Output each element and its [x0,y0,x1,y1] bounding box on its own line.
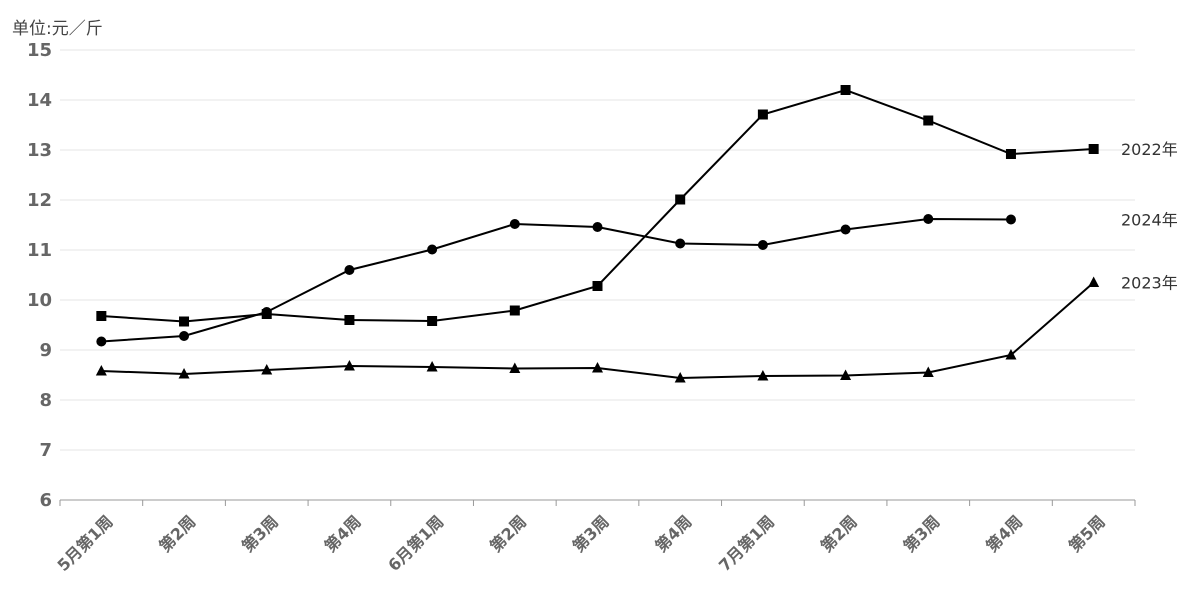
y-tick-label: 12 [27,190,52,211]
series-label: 2024年 [1121,211,1178,230]
data-point-square [427,316,438,326]
data-point-square [344,315,355,325]
data-point-square [923,115,934,126]
data-point-triangle [178,368,190,379]
y-tick-label: 13 [27,140,52,161]
x-tick-label: 5月第1周 [54,512,117,575]
data-point-triangle [674,372,686,383]
x-tick-label: 第2周 [817,512,861,556]
y-tick-label: 9 [39,340,52,361]
data-point-circle [840,224,851,235]
x-tick-label: 第3周 [238,512,282,556]
data-point-circle [344,265,355,275]
data-point-circle [1005,214,1016,225]
data-point-square [96,311,107,321]
x-tick-label: 第4周 [652,512,696,556]
series-label: 2023年 [1121,274,1178,293]
series-label: 2022年 [1121,140,1178,159]
x-tick-label: 第4周 [321,512,365,556]
data-point-triangle [1005,349,1017,360]
data-point-triangle [261,364,273,375]
data-point-triangle [922,366,934,377]
data-point-square [1088,144,1099,154]
x-tick-label: 第4周 [982,512,1026,556]
data-point-circle [427,244,438,255]
y-tick-label: 14 [27,90,52,111]
data-point-circle [179,331,190,341]
y-tick-label: 7 [39,440,52,461]
data-point-square [757,109,768,120]
data-point-square [592,281,603,291]
data-point-square [840,85,851,95]
y-tick-label: 15 [27,40,52,61]
series-line-2024年 [101,217,1011,343]
x-tick-label: 第2周 [155,512,199,556]
data-point-circle [96,336,107,347]
x-tick-label: 6月第1周 [384,512,447,575]
data-point-triangle [840,369,852,380]
data-point-square [1005,149,1016,159]
data-point-circle [509,219,520,229]
data-point-circle [675,238,686,249]
data-point-triangle [1088,276,1100,287]
data-point-triangle [592,362,603,373]
data-point-square [179,316,190,327]
data-point-triangle [509,362,521,373]
y-tick-label: 8 [39,390,52,411]
x-tick-label: 7月第1周 [715,512,778,575]
x-tick-label: 第3周 [569,512,613,556]
data-point-circle [757,240,768,250]
data-point-triangle [95,365,107,376]
y-tick-label: 10 [27,290,52,311]
data-point-circle [592,222,603,232]
y-tick-label: 11 [27,240,52,261]
x-tick-label: 第2周 [486,512,530,556]
data-point-triangle [343,360,355,371]
data-point-square [509,305,520,316]
data-point-circle [923,214,934,224]
data-point-square [675,194,686,205]
unit-label: 单位:元／斤 [12,19,103,39]
x-tick-label: 第3周 [900,512,944,556]
data-point-triangle [426,361,438,372]
x-tick-label: 第5周 [1065,512,1109,556]
data-point-triangle [757,370,769,381]
data-point-circle [261,307,272,317]
y-tick-label: 6 [39,490,52,511]
